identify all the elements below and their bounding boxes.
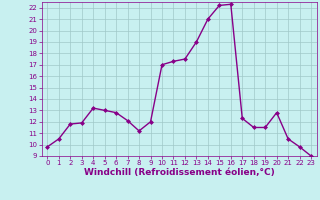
- X-axis label: Windchill (Refroidissement éolien,°C): Windchill (Refroidissement éolien,°C): [84, 168, 275, 177]
